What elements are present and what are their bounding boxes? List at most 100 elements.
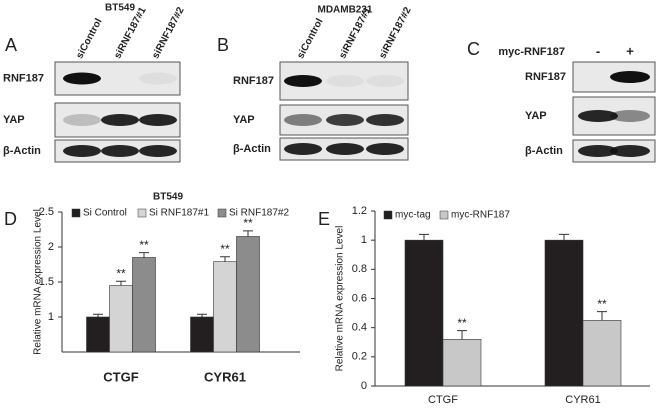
error-bar (243, 230, 253, 237)
row-label: YAP (233, 114, 255, 126)
lane-label: siRNF187#2 (377, 5, 414, 61)
row-label: β-Actin (3, 145, 41, 157)
error-bar (220, 256, 230, 262)
bar (109, 285, 133, 353)
x-tick-label: CTGF (103, 369, 138, 384)
significance: ** (457, 316, 467, 330)
chart-title: BT549 (153, 192, 183, 203)
x-tick-label: CYR61 (565, 394, 600, 406)
band (63, 72, 101, 85)
band (326, 114, 364, 126)
error-bar (597, 311, 607, 321)
bar (236, 236, 260, 353)
lane-label: siRNF187#2 (150, 5, 187, 61)
band (366, 75, 404, 87)
band (139, 145, 177, 157)
error-bar (93, 313, 103, 317)
bar (442, 339, 482, 387)
lane-label: - (596, 43, 600, 58)
row-label: RNF187 (233, 75, 274, 87)
y-tick-label: 2.5 (39, 206, 54, 218)
band (610, 145, 650, 157)
error-bar (139, 252, 149, 258)
bar (213, 261, 237, 353)
band (578, 145, 618, 157)
lane-label: siControl (74, 17, 104, 61)
panel-letter: E (318, 209, 330, 229)
band (101, 114, 139, 126)
band (284, 114, 322, 126)
bar (86, 316, 110, 353)
legend-label: Si RNF187#1 (149, 208, 209, 219)
band (578, 110, 618, 122)
y-tick-label: 0.8 (352, 263, 367, 275)
bar (132, 257, 156, 353)
y-tick-label: 1 (48, 311, 54, 323)
error-bar (419, 233, 429, 241)
band (284, 143, 322, 155)
y-tick-label: 0.4 (352, 322, 367, 334)
lane-label: siControl (295, 17, 325, 61)
band (139, 72, 177, 85)
y-tick-label: 1 (361, 234, 367, 246)
row-label: RNF187 (525, 71, 566, 83)
legend-label: myc-tag (395, 210, 431, 221)
error-bar (457, 330, 467, 340)
row-label: β-Actin (233, 143, 271, 155)
legend-label: Si Control (83, 208, 127, 219)
legend-swatch (217, 208, 227, 218)
row-label: YAP (3, 114, 25, 126)
band (610, 110, 650, 122)
lane-label: + (626, 43, 634, 58)
row-label: β-Actin (525, 145, 563, 157)
y-tick-label: 2 (48, 241, 54, 253)
band (326, 143, 364, 155)
row-label: RNF187 (3, 72, 44, 84)
band (366, 114, 404, 126)
error-bar (116, 280, 126, 286)
legend-label: Si RNF187#2 (229, 208, 289, 219)
y-tick-label: 0.2 (352, 351, 367, 363)
bar (404, 239, 444, 387)
band (63, 114, 101, 126)
significance: ** (243, 216, 253, 230)
band (139, 114, 177, 126)
cell-line: BT549 (105, 3, 135, 14)
band (101, 145, 139, 157)
row-label: YAP (525, 110, 547, 122)
bar (544, 239, 584, 387)
band (63, 145, 101, 157)
error-bar (197, 313, 207, 317)
y-axis-label: Relative mRNA expression Level (335, 226, 346, 372)
y-tick-label: 0.6 (352, 292, 367, 304)
band (326, 75, 364, 87)
band (284, 75, 322, 87)
y-tick-label: 1.5 (39, 276, 54, 288)
lanes-title: myc-RNF187 (498, 46, 565, 58)
error-bar (559, 233, 569, 241)
legend-swatch (137, 208, 147, 218)
legend-swatch (383, 210, 393, 220)
panel-letter: A (5, 35, 17, 55)
x-tick-label: CYR61 (204, 369, 246, 384)
significance: ** (597, 297, 607, 311)
y-tick-label: 1.2 (352, 205, 367, 217)
panel-letter: C (467, 39, 480, 59)
significance: ** (139, 238, 149, 252)
legend-swatch (439, 210, 449, 220)
band (366, 143, 404, 155)
bar (582, 320, 622, 387)
significance: ** (220, 242, 230, 256)
x-tick-label: CTGF (428, 394, 458, 406)
blot-strip (279, 61, 409, 101)
significance: ** (116, 266, 126, 280)
band (610, 71, 650, 83)
panel-letter: D (4, 209, 17, 229)
legend-swatch (71, 208, 81, 218)
y-axis-label: Relative mRNA expression Level (33, 209, 44, 355)
cell-line: MDAMB231 (317, 5, 372, 16)
y-tick-label: 0 (361, 380, 367, 392)
bar (190, 316, 214, 353)
legend-label: myc-RNF187 (451, 210, 510, 221)
